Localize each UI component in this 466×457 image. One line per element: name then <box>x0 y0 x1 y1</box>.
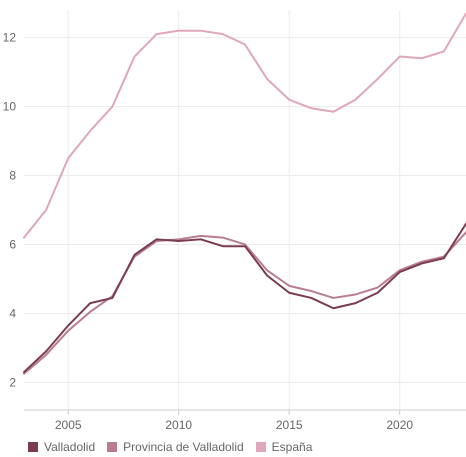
y-tick-label: 4 <box>9 306 16 320</box>
legend-item-provincia-de-valladolid[interactable]: Provincia de Valladolid <box>107 440 244 454</box>
legend: Valladolid Provincia de Valladolid España <box>28 440 324 454</box>
legend-swatch <box>255 442 266 452</box>
legend-label: Provincia de Valladolid <box>123 440 244 454</box>
legend-item-valladolid[interactable]: Valladolid <box>28 440 95 454</box>
series-line-provincia-de-valladolid <box>23 231 466 375</box>
y-tick-label: 10 <box>3 100 17 114</box>
x-tick-label: 2010 <box>165 418 192 432</box>
axes: 2 4 6 8 10 12 2005 2010 2015 2020 <box>3 31 466 432</box>
y-tick-label: 12 <box>3 31 17 45</box>
x-tick-label: 2005 <box>55 418 82 432</box>
legend-item-espana[interactable]: España <box>255 440 313 454</box>
grid <box>24 10 466 410</box>
x-tick-label: 2015 <box>276 418 303 432</box>
legend-label: Valladolid <box>44 440 96 454</box>
line-chart: 2 4 6 8 10 12 2005 2010 2015 2020 <box>3 10 466 432</box>
legend-label: España <box>271 440 313 454</box>
y-tick-label: 6 <box>9 237 16 251</box>
legend-swatch <box>107 442 118 452</box>
legend-swatch <box>28 442 38 452</box>
y-tick-label: 8 <box>9 169 16 183</box>
series-line-valladolid <box>23 222 466 374</box>
series-lines <box>23 12 466 375</box>
series-line-espana <box>23 12 466 239</box>
y-tick-label: 2 <box>9 375 16 389</box>
x-tick-label: 2020 <box>386 418 413 432</box>
